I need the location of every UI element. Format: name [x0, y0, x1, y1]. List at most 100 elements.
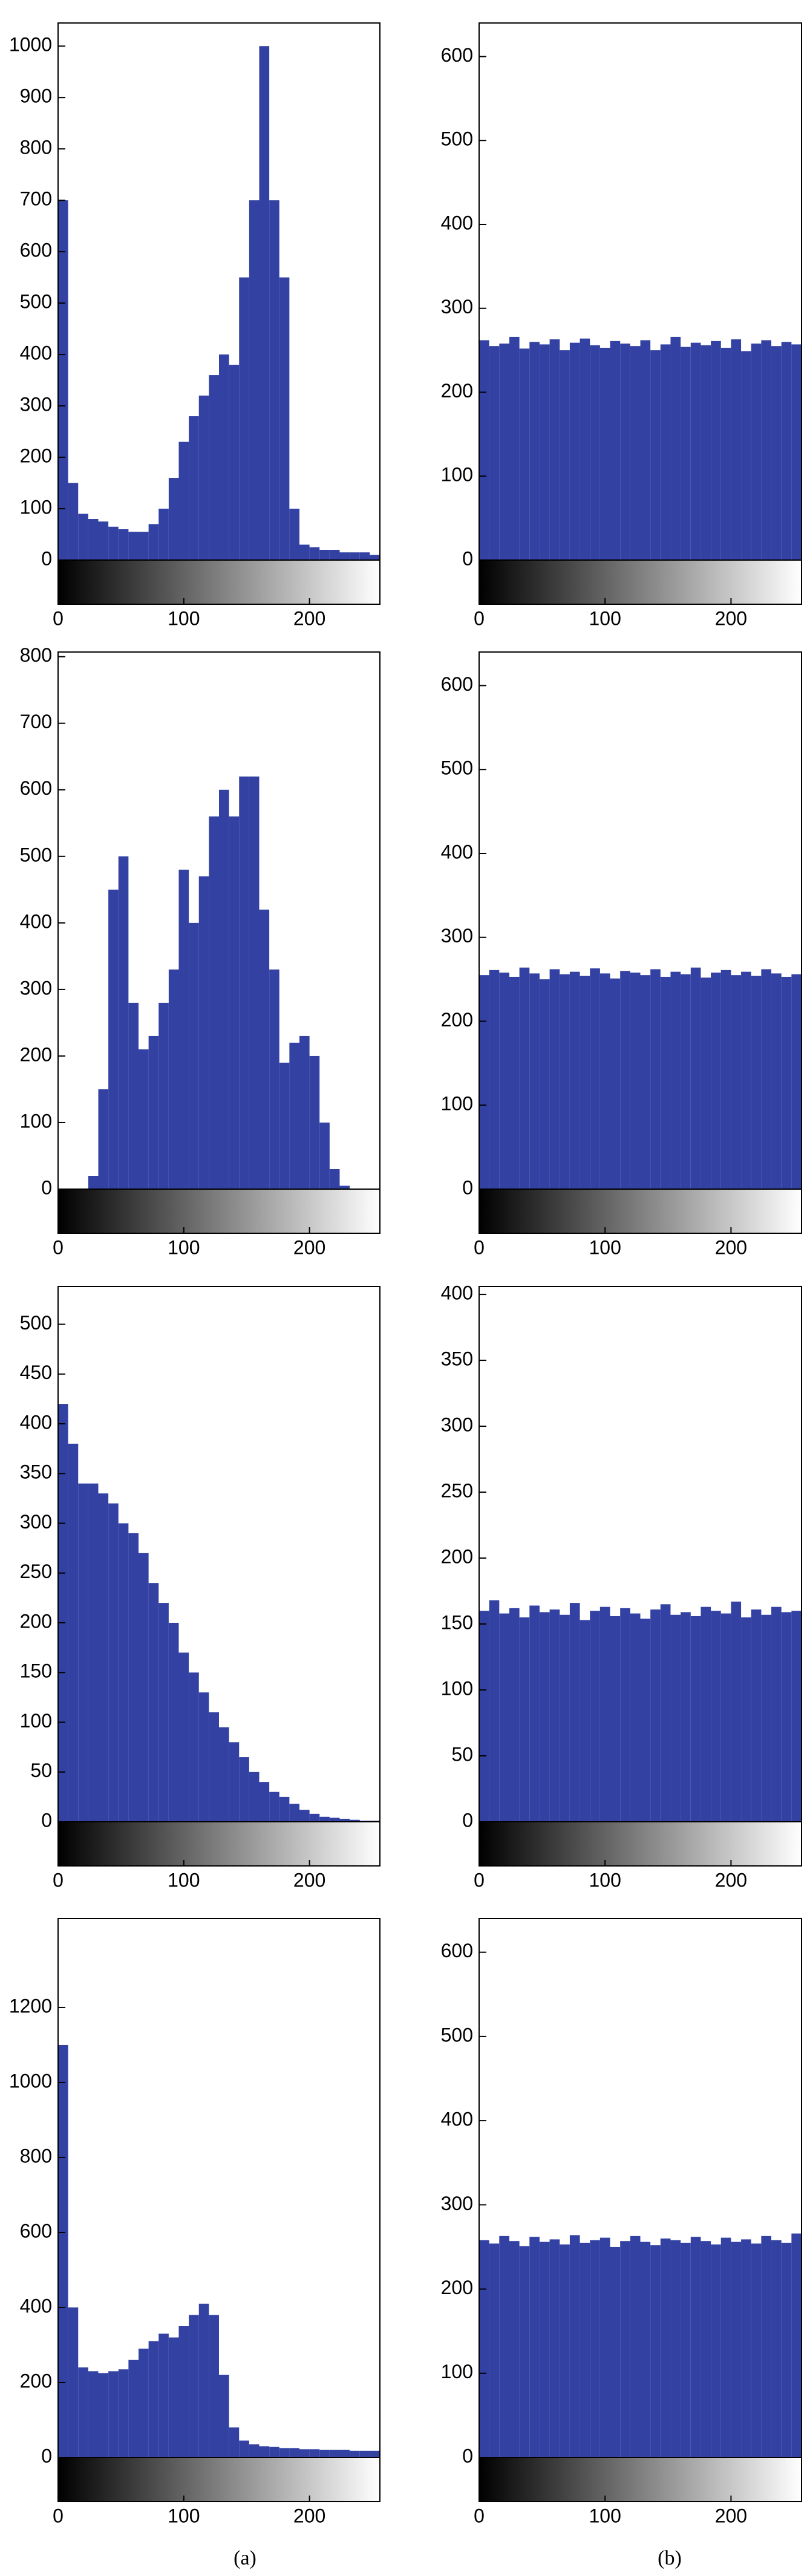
- y-tick-label: 500: [441, 128, 473, 150]
- bar: [610, 1616, 621, 1822]
- bar: [168, 2337, 179, 2457]
- bar: [590, 2240, 600, 2457]
- bar: [259, 909, 270, 1189]
- bar: [209, 375, 219, 560]
- y-tick-label: 700: [20, 711, 52, 732]
- x-tick-label: 100: [168, 607, 200, 629]
- bar: [489, 970, 500, 1189]
- x-tick-label: 100: [168, 2505, 200, 2526]
- x-tick-label: 0: [53, 1869, 64, 1891]
- colorbar: [478, 2457, 802, 2502]
- bar: [98, 1089, 109, 1189]
- plot-area: [479, 1600, 802, 1822]
- y-tick-label: 0: [462, 2445, 473, 2467]
- y-tick-label: 0: [41, 1809, 52, 1831]
- bar: [549, 969, 560, 1189]
- bar: [499, 2235, 509, 2457]
- bar: [319, 1122, 330, 1189]
- plot-area: [479, 967, 802, 1189]
- bar: [711, 1611, 721, 1822]
- bar: [239, 277, 249, 560]
- bar: [229, 365, 240, 560]
- bar: [279, 1796, 290, 1822]
- bar: [229, 1742, 240, 1822]
- bar: [108, 2371, 119, 2457]
- bar: [681, 974, 691, 1189]
- x-tick-label: 200: [715, 2505, 747, 2526]
- bar: [289, 1042, 299, 1189]
- colorbar: [478, 1189, 802, 1234]
- bar: [108, 889, 119, 1189]
- bar: [108, 526, 119, 560]
- y-tick-label: 100: [441, 2361, 473, 2382]
- y-tick-label: 100: [441, 464, 473, 486]
- bar: [509, 976, 520, 1189]
- bar: [650, 2245, 661, 2457]
- y-tick-label: 200: [441, 380, 473, 402]
- bar: [670, 2240, 681, 2457]
- bar: [249, 776, 260, 1189]
- bar: [549, 339, 560, 560]
- bar: [529, 1605, 540, 1822]
- bar: [158, 509, 169, 560]
- bar: [489, 346, 500, 560]
- y-tick-label: 900: [20, 85, 52, 107]
- bar: [489, 2243, 500, 2457]
- y-tick-label: 350: [20, 1461, 52, 1483]
- y-tick-label: 300: [441, 1414, 473, 1436]
- bar: [720, 1613, 731, 1822]
- bar: [580, 2242, 590, 2457]
- bar: [711, 2244, 721, 2457]
- plot-area: [479, 2233, 802, 2457]
- bar: [148, 1035, 159, 1189]
- bar: [791, 974, 802, 1189]
- bar: [339, 1819, 350, 1822]
- bar: [249, 1772, 260, 1822]
- bar: [198, 876, 209, 1189]
- plot-area: [58, 2044, 380, 2457]
- bar: [701, 2241, 711, 2457]
- bar: [650, 350, 661, 560]
- bar: [98, 521, 109, 560]
- bar: [339, 2450, 350, 2457]
- bar: [479, 340, 489, 560]
- bar: [509, 1608, 520, 1822]
- x-tick-label: 200: [293, 2505, 325, 2526]
- bar: [741, 1617, 751, 1822]
- x-tick-label: 0: [474, 607, 485, 629]
- bar: [58, 200, 68, 560]
- plot-area: [58, 1404, 380, 1822]
- bar: [751, 2243, 762, 2457]
- bar: [499, 1613, 509, 1822]
- y-tick-label: 200: [20, 2370, 52, 2392]
- bar: [479, 975, 489, 1189]
- bar: [178, 869, 189, 1189]
- x-tick-label: 0: [53, 1236, 64, 1258]
- bar: [660, 344, 671, 560]
- y-tick-label: 200: [20, 1610, 52, 1632]
- y-tick-label: 0: [462, 547, 473, 569]
- y-tick-label: 400: [441, 841, 473, 862]
- y-tick-label: 0: [41, 2445, 52, 2467]
- bar: [139, 2349, 149, 2457]
- bar: [269, 2447, 279, 2457]
- bar: [309, 1813, 320, 1822]
- bar: [791, 344, 802, 560]
- bar: [499, 344, 509, 560]
- x-tick-label: 200: [715, 1236, 747, 1258]
- y-tick-label: 600: [441, 1940, 473, 1961]
- bar: [148, 2341, 159, 2457]
- y-tick-label: 0: [462, 1176, 473, 1198]
- bar: [158, 1002, 169, 1189]
- y-tick-label: 200: [441, 1009, 473, 1031]
- bar: [108, 1503, 119, 1822]
- bar: [569, 2235, 580, 2457]
- bar: [529, 2237, 540, 2457]
- bar: [189, 2315, 199, 2457]
- y-tick-label: 600: [441, 44, 473, 66]
- bar: [670, 1614, 681, 1822]
- bar: [350, 1819, 360, 1822]
- bar: [499, 973, 509, 1189]
- bar: [139, 1049, 149, 1189]
